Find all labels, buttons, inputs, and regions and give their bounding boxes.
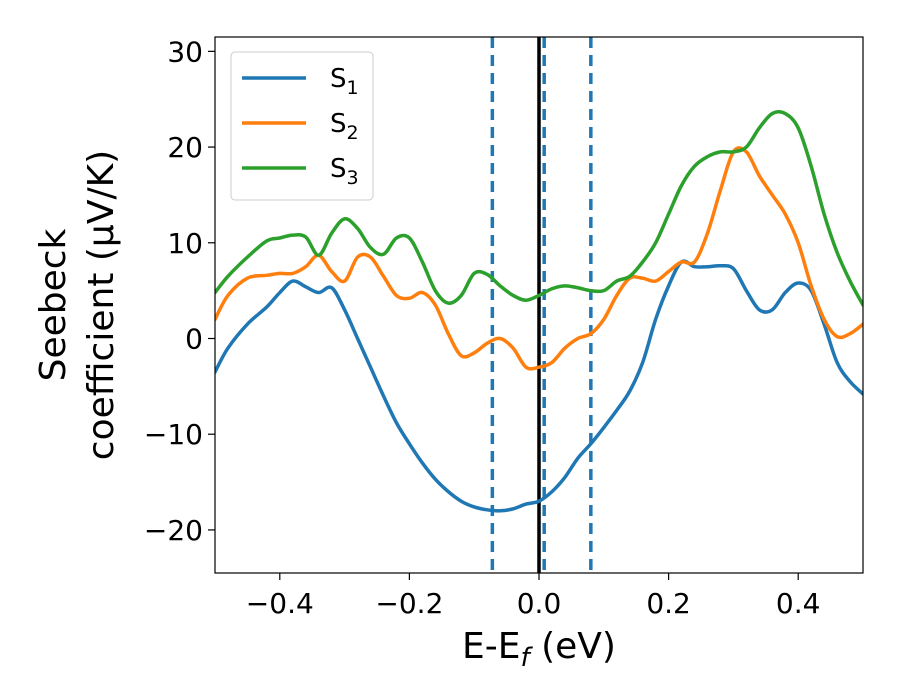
legend-label-s2: S2 (330, 109, 359, 144)
y-tick-label: 10 (167, 227, 203, 260)
x-tick-label: 0.2 (646, 587, 691, 620)
y-tick-label: 0 (185, 323, 203, 356)
y-tick-label: 30 (167, 35, 203, 68)
y-tick-label: 20 (167, 131, 203, 164)
x-tick-label: −0.2 (375, 587, 443, 620)
x-tick-label: 0.0 (517, 587, 562, 620)
y-axis-title-line1: Seebeck (33, 228, 74, 381)
y-tick-label: −10 (144, 418, 203, 451)
x-axis-title: E-Ef (eV) (462, 626, 616, 673)
legend-label-s3: S3 (330, 154, 359, 189)
series-line-s2 (215, 146, 863, 371)
series-line-s3 (215, 110, 863, 307)
x-tick-label: −0.4 (246, 587, 314, 620)
legend: S1 S2 S3 (230, 51, 374, 201)
series-line-s1 (215, 259, 863, 513)
y-axis-title-line2: coefficient (μV/K) (81, 150, 122, 460)
y-tick-label: −20 (144, 514, 203, 547)
x-tick-label: 0.4 (776, 587, 821, 620)
legend-box (230, 51, 374, 201)
legend-label-s1: S1 (330, 64, 359, 99)
